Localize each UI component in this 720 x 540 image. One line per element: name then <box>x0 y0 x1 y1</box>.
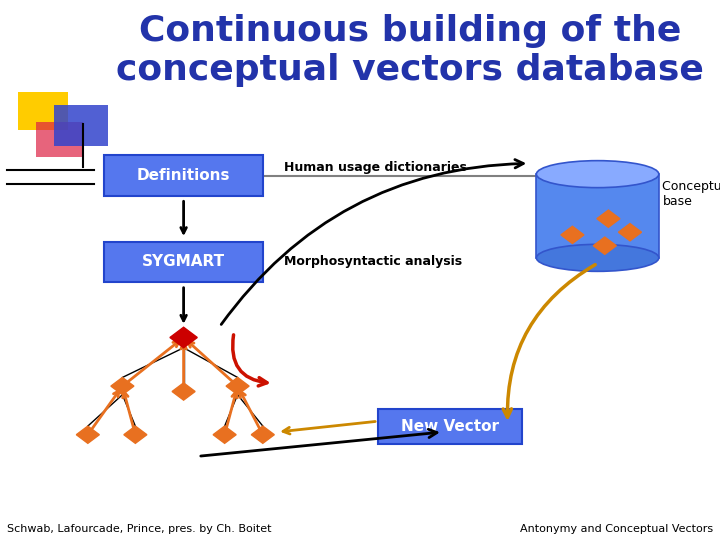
Ellipse shape <box>536 160 659 187</box>
FancyArrowPatch shape <box>240 392 261 432</box>
Text: Morphosyntactic analysis: Morphosyntactic analysis <box>284 255 462 268</box>
Bar <box>536 174 659 258</box>
Text: New Vector: New Vector <box>401 419 499 434</box>
Text: Continuous building of the
conceptual vectors database: Continuous building of the conceptual ve… <box>117 14 704 87</box>
FancyArrowPatch shape <box>188 341 235 384</box>
Polygon shape <box>111 377 134 395</box>
Polygon shape <box>124 426 147 443</box>
Polygon shape <box>597 210 620 227</box>
Polygon shape <box>172 383 195 400</box>
Bar <box>36 122 83 157</box>
FancyArrowPatch shape <box>181 343 186 389</box>
Polygon shape <box>251 426 274 443</box>
Text: Antonymy and Conceptual Vectors: Antonymy and Conceptual Vectors <box>520 523 713 534</box>
Polygon shape <box>213 426 236 443</box>
FancyArrowPatch shape <box>225 392 238 432</box>
Text: SYGMART: SYGMART <box>142 254 225 269</box>
FancyBboxPatch shape <box>104 156 263 195</box>
Text: Human usage dictionaries: Human usage dictionaries <box>284 161 467 174</box>
FancyBboxPatch shape <box>378 409 522 444</box>
Text: Definitions: Definitions <box>137 168 230 183</box>
Polygon shape <box>561 226 584 244</box>
FancyArrowPatch shape <box>122 392 135 432</box>
Ellipse shape <box>536 244 659 271</box>
FancyArrowPatch shape <box>233 335 267 386</box>
FancyBboxPatch shape <box>104 241 263 282</box>
Text: Conceptual vectors
base: Conceptual vectors base <box>662 180 720 208</box>
Polygon shape <box>226 377 249 395</box>
Polygon shape <box>618 224 642 241</box>
Bar <box>18 92 68 130</box>
Polygon shape <box>76 426 99 443</box>
FancyArrowPatch shape <box>283 422 375 434</box>
Polygon shape <box>170 327 197 348</box>
Polygon shape <box>593 237 616 254</box>
FancyArrowPatch shape <box>125 341 179 384</box>
Bar <box>54 105 108 146</box>
FancyArrowPatch shape <box>221 159 523 325</box>
FancyArrowPatch shape <box>89 391 119 433</box>
FancyArrowPatch shape <box>503 265 595 417</box>
FancyArrowPatch shape <box>201 429 437 456</box>
Text: Schwab, Lafourcade, Prince, pres. by Ch. Boitet: Schwab, Lafourcade, Prince, pres. by Ch.… <box>7 523 271 534</box>
